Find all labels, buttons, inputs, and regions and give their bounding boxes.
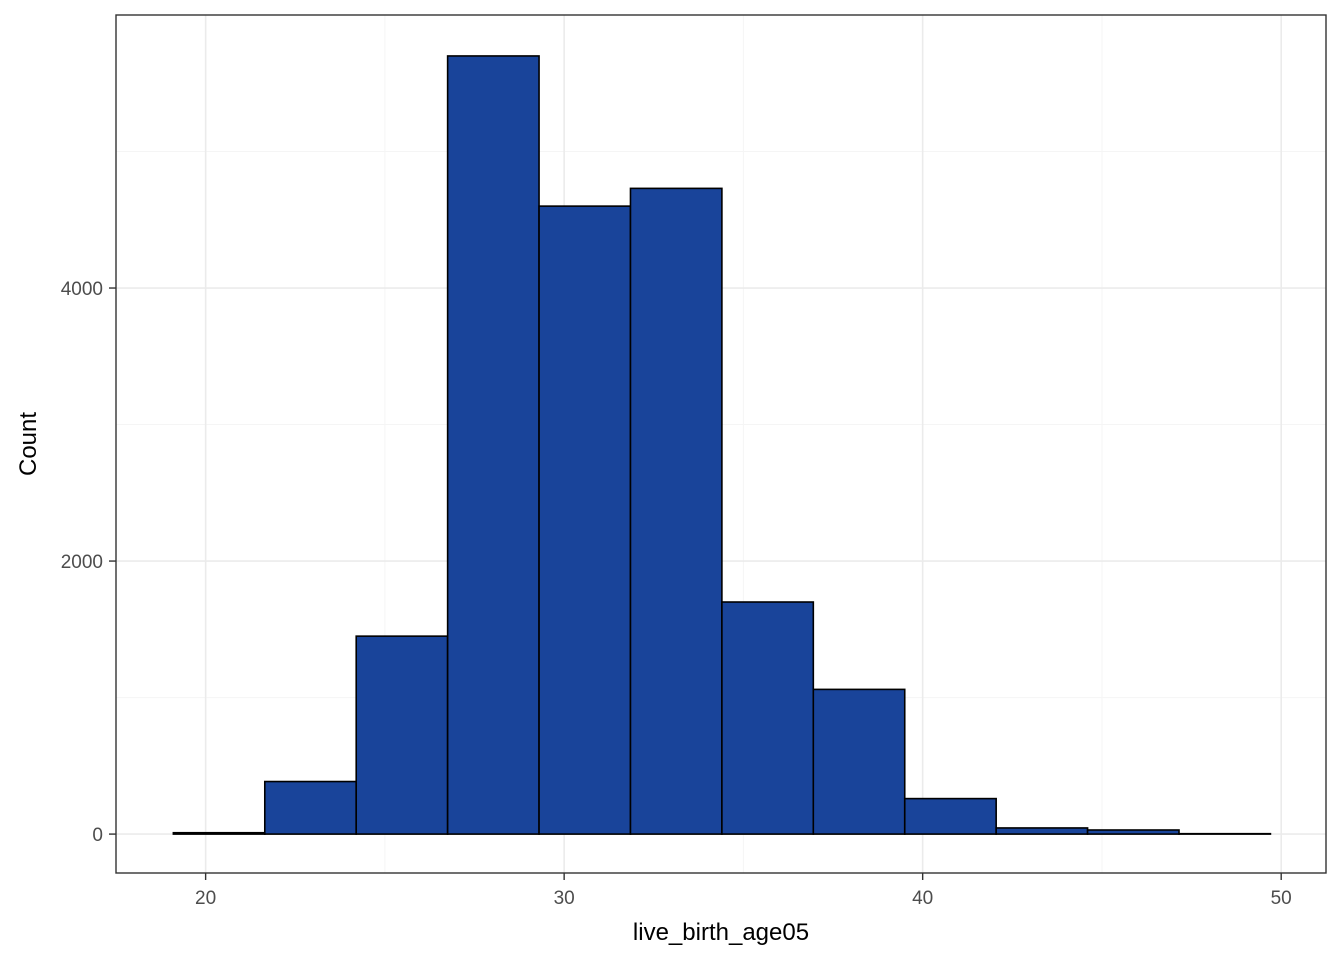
y-tick-label: 4000 <box>61 279 103 300</box>
x-tick-label: 30 <box>554 888 575 909</box>
histogram-bar <box>172 831 266 835</box>
histogram-bar <box>538 205 632 835</box>
histogram-bar <box>629 187 723 835</box>
histogram-bars <box>172 55 1272 835</box>
plot-panel-border <box>115 14 1327 874</box>
histogram-bar <box>355 635 449 835</box>
histogram-bar <box>263 780 358 835</box>
histogram-bar <box>995 827 1089 835</box>
x-tick-label: 50 <box>1271 888 1292 909</box>
y-tick-label: 2000 <box>61 552 103 573</box>
histogram-bar <box>446 55 540 835</box>
y-axis-title: Count <box>15 412 42 476</box>
histogram-bar <box>721 601 815 835</box>
y-axis: 0 2000 4000 <box>61 279 116 846</box>
histogram-bar <box>903 797 997 835</box>
x-tick-label: 20 <box>195 888 216 909</box>
histogram-bar <box>812 688 906 835</box>
histogram-bar <box>1086 829 1180 835</box>
x-tick-label: 40 <box>912 888 933 909</box>
x-axis: 20 30 40 50 <box>195 873 1292 909</box>
x-axis-title: live_birth_age05 <box>633 919 809 946</box>
y-tick-label: 0 <box>92 825 103 846</box>
